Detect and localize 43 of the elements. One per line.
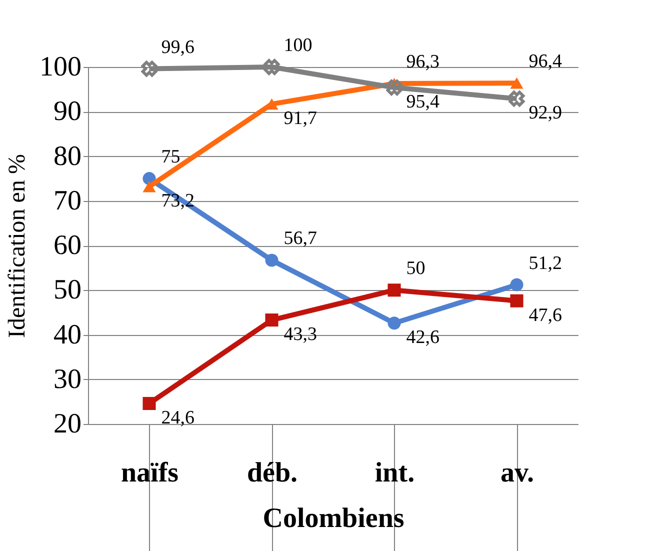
y-tick-label: 40 — [54, 319, 82, 350]
point — [142, 180, 156, 192]
x-tick-label: av. — [500, 458, 534, 488]
y-tick-label: 50 — [54, 274, 82, 306]
y-tick-label: 20 — [54, 408, 82, 440]
y-tick-label: 100 — [40, 52, 82, 82]
data-label: 96,3 — [406, 52, 440, 73]
point — [386, 80, 402, 96]
point — [141, 60, 158, 77]
y-tick-label: 70 — [54, 185, 82, 216]
data-label: 92,9 — [528, 102, 562, 124]
x-tick-label: déb. — [246, 458, 298, 488]
data-label: 100 — [284, 35, 312, 56]
point — [388, 284, 401, 297]
data-label: 51,2 — [528, 252, 562, 274]
x-axis-title: Colombiens — [262, 503, 404, 534]
point — [388, 316, 401, 330]
point — [508, 90, 525, 107]
y-axis-title: Identification en % — [4, 154, 30, 338]
data-label: 42,6 — [406, 327, 440, 348]
point — [510, 77, 524, 89]
y-tick-label: 80 — [54, 140, 82, 172]
data-label: 95,4 — [406, 92, 440, 113]
data-label: 99,6 — [161, 36, 194, 58]
data-label: 96,4 — [528, 51, 562, 72]
point — [510, 294, 524, 308]
data-label: 24,6 — [161, 407, 194, 428]
y-tick-label: 30 — [54, 364, 82, 395]
y-tick-label: 90 — [54, 96, 82, 128]
data-label: 75 — [161, 146, 180, 168]
data-label: 50 — [406, 258, 426, 280]
point — [142, 396, 156, 410]
data-label: 91,7 — [284, 108, 317, 130]
point — [265, 254, 278, 267]
point — [510, 278, 524, 292]
point — [265, 314, 278, 327]
y-tick-label: 60 — [54, 230, 82, 261]
x-tick-label: naïfs — [120, 458, 179, 488]
data-label: 43,3 — [284, 324, 317, 346]
x-tick-label: int. — [374, 458, 415, 488]
data-label: 56,7 — [284, 228, 317, 250]
point — [264, 59, 280, 75]
data-label: 47,6 — [528, 304, 562, 326]
